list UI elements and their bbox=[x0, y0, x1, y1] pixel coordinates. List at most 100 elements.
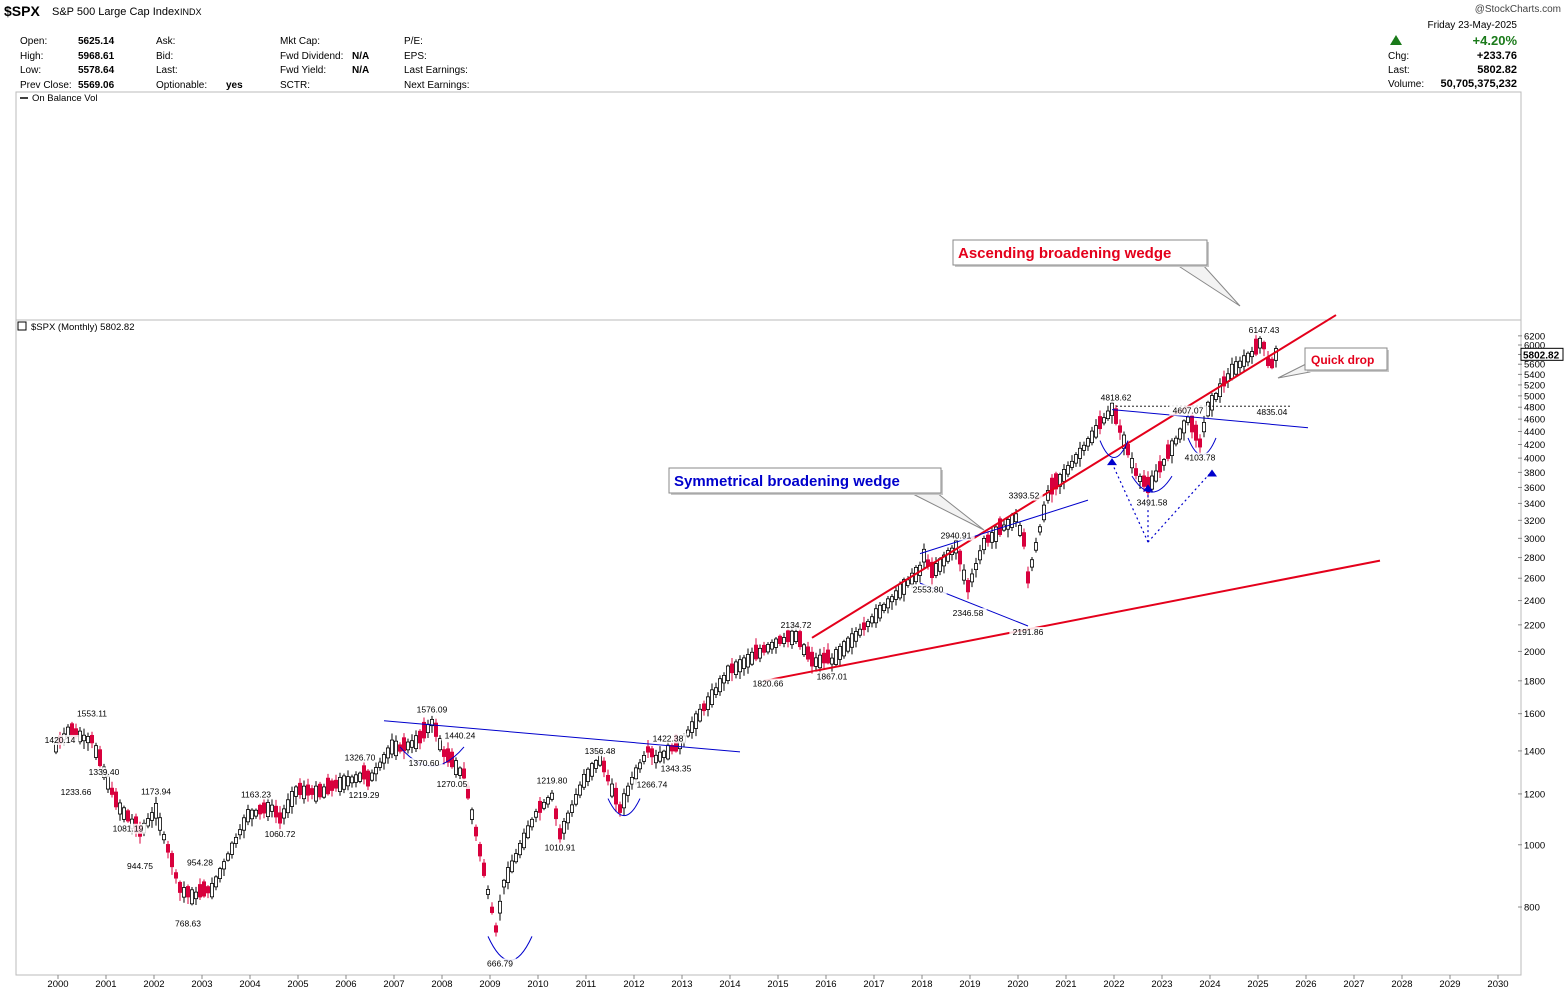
candle bbox=[1102, 412, 1107, 426]
y-tick-label: 6000 bbox=[1524, 341, 1545, 352]
quote-label: Mkt Cap: bbox=[280, 36, 321, 47]
candle bbox=[114, 788, 119, 810]
candle bbox=[758, 644, 763, 663]
candle bbox=[1226, 367, 1231, 389]
svg-text:Ascending broadening wedge: Ascending broadening wedge bbox=[958, 245, 1171, 262]
x-tick-label: 2016 bbox=[815, 979, 836, 990]
candle bbox=[1054, 471, 1059, 496]
candle bbox=[385, 745, 390, 764]
candle bbox=[650, 746, 655, 765]
candle bbox=[866, 618, 871, 633]
candle bbox=[1082, 441, 1087, 456]
candle bbox=[1210, 392, 1215, 417]
candle bbox=[1046, 485, 1051, 504]
y-tick-label: 2000 bbox=[1524, 647, 1545, 658]
candle bbox=[94, 742, 99, 761]
candle bbox=[1174, 435, 1179, 447]
candle bbox=[710, 683, 715, 708]
candle bbox=[381, 751, 386, 770]
candle bbox=[417, 729, 422, 750]
candle bbox=[798, 627, 803, 650]
candle bbox=[530, 817, 535, 831]
candle bbox=[1078, 441, 1083, 467]
last-value: 5802.82 bbox=[1477, 64, 1517, 76]
candle bbox=[425, 719, 430, 739]
candle bbox=[1114, 404, 1119, 426]
last-price-box bbox=[1520, 347, 1564, 361]
candle bbox=[221, 858, 226, 876]
candle bbox=[670, 742, 675, 755]
quote-label: SCTR: bbox=[280, 79, 310, 91]
candle bbox=[850, 627, 855, 655]
x-tick-label: 2018 bbox=[911, 979, 932, 990]
svg-text:768.63: 768.63 bbox=[175, 919, 201, 929]
candle bbox=[698, 704, 703, 723]
candle bbox=[1050, 474, 1055, 503]
candle bbox=[393, 735, 398, 760]
price-label: 4607.07 bbox=[1169, 405, 1207, 416]
quote-date: Friday 23-May-2025 bbox=[1427, 20, 1517, 31]
candle bbox=[389, 733, 394, 759]
candle bbox=[493, 922, 498, 937]
trendline bbox=[811, 314, 1337, 639]
candle bbox=[978, 544, 983, 565]
candle bbox=[86, 732, 91, 751]
svg-text:1820.66: 1820.66 bbox=[753, 679, 784, 689]
y-tick-label: 2800 bbox=[1524, 553, 1545, 564]
svg-text:1270.05: 1270.05 bbox=[437, 779, 468, 789]
candle bbox=[269, 798, 274, 818]
candle bbox=[1134, 463, 1139, 480]
quote-value: 5569.06 bbox=[78, 79, 115, 91]
candle bbox=[730, 657, 735, 682]
svg-text:1326.70: 1326.70 bbox=[345, 753, 376, 763]
candle bbox=[122, 805, 127, 823]
candle bbox=[1106, 405, 1111, 421]
candle bbox=[110, 781, 115, 798]
candle bbox=[1170, 438, 1175, 464]
price-label: 1553.11 bbox=[73, 708, 111, 719]
candle bbox=[550, 789, 555, 802]
y-tick-label: 2400 bbox=[1524, 596, 1545, 607]
candle bbox=[229, 841, 234, 859]
arrow-up-icon bbox=[1143, 484, 1153, 492]
candle bbox=[1258, 336, 1263, 354]
candle bbox=[846, 635, 851, 654]
x-tick-label: 2019 bbox=[959, 979, 980, 990]
candle bbox=[606, 769, 611, 786]
candle bbox=[982, 535, 987, 555]
trendline bbox=[919, 499, 1089, 555]
price-label: 1820.66 bbox=[749, 678, 787, 689]
candle bbox=[974, 557, 979, 578]
candle bbox=[1110, 399, 1115, 424]
chart-type-icon bbox=[17, 321, 27, 331]
candle bbox=[1214, 391, 1219, 403]
last-label: Last: bbox=[1388, 65, 1410, 76]
y-tick-label: 3600 bbox=[1524, 483, 1545, 494]
svg-text:1060.72: 1060.72 bbox=[265, 829, 296, 839]
candle bbox=[505, 861, 510, 890]
candle bbox=[205, 885, 210, 899]
y-tick-label: 1200 bbox=[1524, 789, 1545, 800]
candle bbox=[570, 800, 575, 817]
candle bbox=[962, 564, 967, 585]
svg-text:954.28: 954.28 bbox=[187, 858, 213, 868]
y-tick-label: 5000 bbox=[1524, 391, 1545, 402]
candle bbox=[554, 805, 559, 826]
candle bbox=[241, 814, 246, 839]
candle bbox=[78, 727, 83, 745]
candle bbox=[293, 785, 298, 805]
candle bbox=[1270, 356, 1275, 370]
price-label: 4818.62 bbox=[1097, 392, 1135, 403]
candle bbox=[1206, 400, 1211, 418]
candle bbox=[814, 652, 819, 672]
candle bbox=[485, 885, 490, 900]
candle bbox=[273, 799, 278, 824]
candle bbox=[469, 807, 474, 825]
candle bbox=[726, 664, 731, 685]
candle bbox=[1266, 351, 1271, 369]
svg-text:2191.86: 2191.86 bbox=[1013, 627, 1044, 637]
candle bbox=[149, 807, 154, 828]
x-tick-label: 2017 bbox=[863, 979, 884, 990]
x-tick-label: 2010 bbox=[527, 979, 548, 990]
x-tick-label: 2009 bbox=[479, 979, 500, 990]
